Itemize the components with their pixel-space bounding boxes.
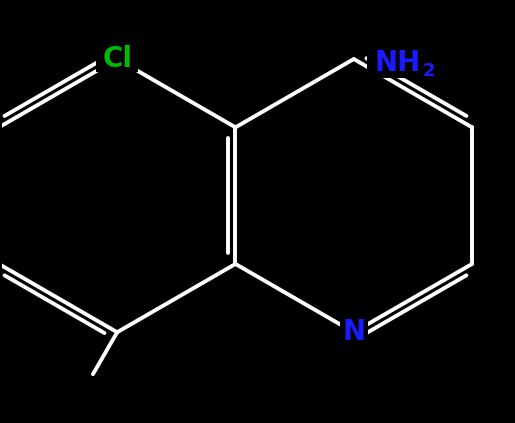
Bar: [367, 49, 437, 77]
Text: 2: 2: [422, 62, 435, 80]
Bar: [340, 320, 368, 345]
Text: N: N: [342, 318, 365, 346]
Bar: [96, 46, 139, 72]
Text: NH: NH: [375, 49, 421, 77]
Text: Cl: Cl: [102, 45, 132, 73]
